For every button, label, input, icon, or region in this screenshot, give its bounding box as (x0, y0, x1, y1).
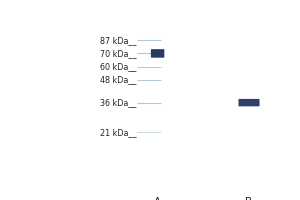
Text: 60 kDa__: 60 kDa__ (100, 62, 136, 71)
Text: 70 kDa__: 70 kDa__ (100, 49, 136, 58)
FancyBboxPatch shape (151, 49, 164, 58)
Text: 48 kDa__: 48 kDa__ (100, 75, 136, 84)
Text: 36 kDa__: 36 kDa__ (100, 98, 136, 107)
Text: A: A (154, 197, 161, 200)
Text: B: B (245, 197, 253, 200)
Text: 21 kDa__: 21 kDa__ (100, 128, 136, 137)
FancyBboxPatch shape (238, 99, 260, 106)
Text: 87 kDa__: 87 kDa__ (100, 36, 136, 45)
